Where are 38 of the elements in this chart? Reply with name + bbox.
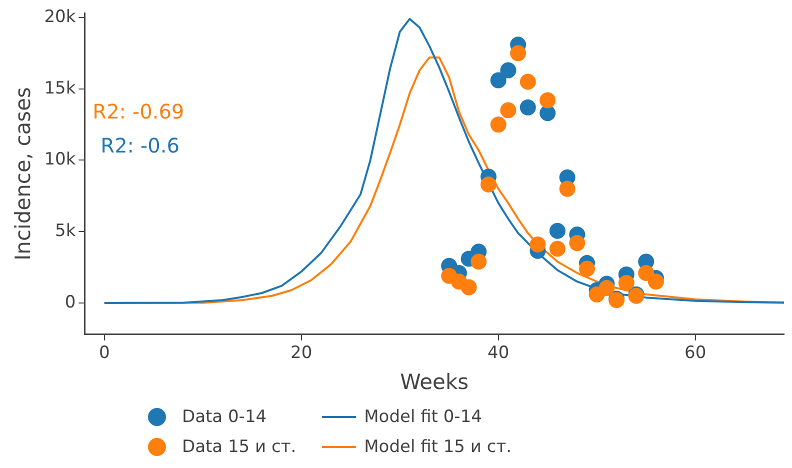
point	[520, 99, 536, 116]
y-tick-label: 5k	[55, 221, 76, 242]
legend-label: Model fit 0-14	[364, 407, 482, 427]
point	[549, 240, 566, 257]
y-axis-title: Incidence, cases	[11, 87, 36, 261]
annotation: R2: -0.6	[100, 133, 180, 158]
x-tick-label: 20	[290, 343, 312, 364]
x-tick-label: 60	[684, 343, 706, 364]
point	[500, 102, 516, 118]
point	[569, 235, 586, 252]
point	[549, 222, 566, 239]
point	[598, 280, 615, 296]
y-tick-label: 20k	[44, 6, 76, 27]
x-tick-label: 40	[488, 343, 510, 364]
point	[460, 279, 477, 296]
point	[490, 116, 506, 133]
point	[500, 62, 516, 78]
point	[520, 74, 536, 90]
point	[579, 260, 596, 277]
point	[638, 265, 654, 282]
legend-label: Model fit 15 и ст.	[364, 437, 512, 457]
point	[618, 275, 634, 292]
point	[559, 180, 576, 197]
y-tick-label: 15k	[44, 78, 76, 98]
point	[510, 45, 526, 62]
y-tick-label: 0	[64, 292, 76, 312]
legend-label: Data 0-14	[182, 407, 267, 427]
point	[530, 236, 546, 252]
point	[470, 254, 487, 270]
x-tick-label: 0	[98, 343, 110, 364]
annotation: R2: -0.69	[92, 99, 184, 124]
legend-label: Data 15 и ст.	[182, 437, 296, 457]
x-axis-title: Weeks	[400, 370, 469, 394]
point	[480, 176, 497, 193]
point	[648, 274, 664, 290]
point	[490, 72, 506, 88]
point	[540, 92, 556, 108]
y-tick-label: 10k	[44, 150, 76, 170]
